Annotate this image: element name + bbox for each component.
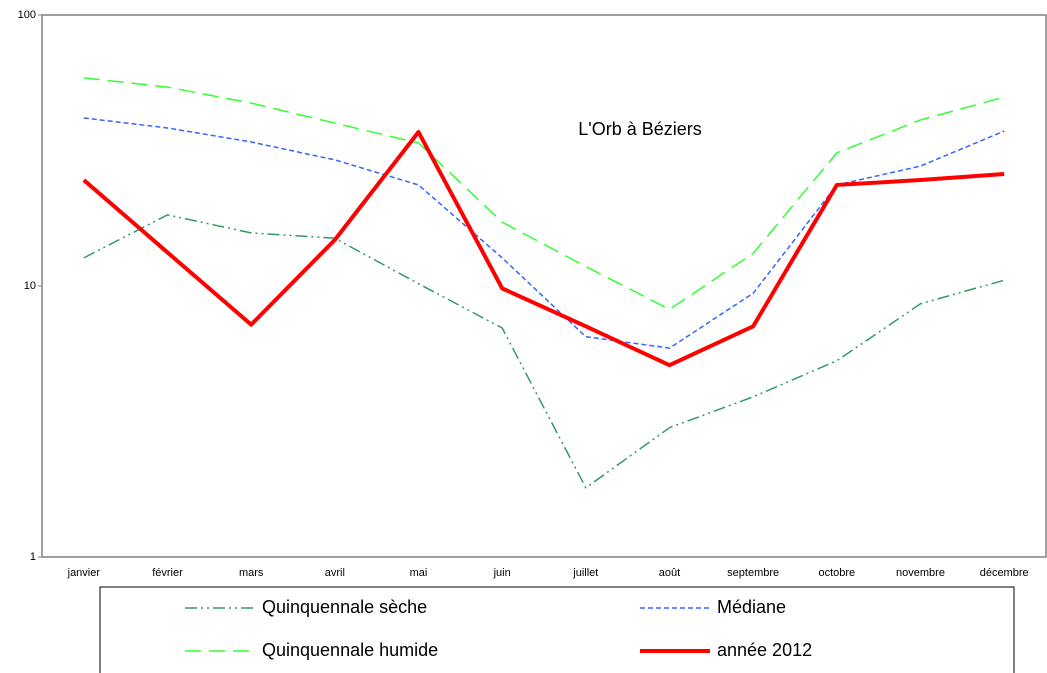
x-tick-label: octobre bbox=[818, 567, 855, 579]
x-tick-label: mars bbox=[239, 567, 264, 579]
x-tick-label: août bbox=[659, 567, 680, 579]
series-line bbox=[83, 214, 1005, 489]
legend-label: Quinquennale sèche bbox=[262, 597, 427, 617]
x-tick-label: juillet bbox=[572, 567, 598, 579]
x-tick-label: décembre bbox=[980, 567, 1029, 579]
legend-label: Médiane bbox=[717, 597, 786, 617]
series-line bbox=[82, 130, 1005, 368]
y-tick-label: 100 bbox=[18, 9, 36, 21]
legend-label: Quinquennale humide bbox=[262, 640, 438, 660]
x-tick-label: avril bbox=[325, 567, 345, 579]
x-tick-label: mai bbox=[410, 567, 428, 579]
x-tick-label: septembre bbox=[727, 567, 779, 579]
legend-box bbox=[99, 586, 1015, 673]
legend-label: année 2012 bbox=[717, 640, 812, 660]
x-tick-label: novembre bbox=[896, 567, 945, 579]
x-tick-label: février bbox=[152, 567, 183, 579]
y-tick-label: 1 bbox=[30, 551, 36, 563]
series-line bbox=[83, 77, 1005, 311]
annotation: L'Orb à Béziers bbox=[578, 119, 702, 139]
x-tick-label: janvier bbox=[67, 567, 101, 579]
x-tick-label: juin bbox=[493, 567, 511, 579]
y-tick-label: 10 bbox=[24, 280, 36, 292]
series-line bbox=[83, 117, 1005, 349]
plot-area bbox=[41, 14, 1047, 558]
